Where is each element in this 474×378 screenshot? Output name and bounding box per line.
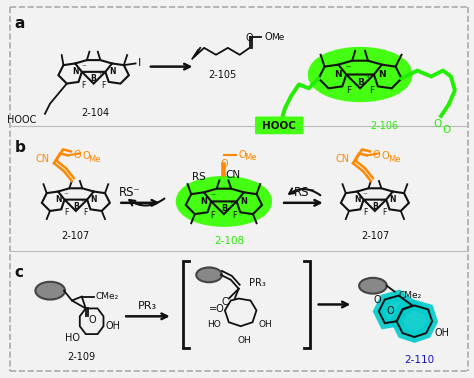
Ellipse shape: [182, 182, 265, 220]
Text: =O: =O: [209, 304, 225, 314]
Text: OH: OH: [238, 336, 252, 345]
Text: Me: Me: [388, 155, 400, 164]
Text: b: b: [15, 139, 26, 155]
Text: ⁻: ⁻: [210, 192, 216, 202]
Text: ⁻: ⁻: [363, 191, 367, 200]
Text: 2-107: 2-107: [361, 231, 389, 242]
Text: ⁺: ⁺: [81, 200, 84, 205]
Text: F: F: [346, 86, 351, 95]
Text: CN: CN: [36, 154, 50, 164]
Text: O: O: [373, 150, 381, 160]
Text: F: F: [210, 211, 215, 220]
Text: CMe₂: CMe₂: [399, 291, 422, 300]
Text: O: O: [220, 160, 228, 169]
Text: F: F: [363, 208, 367, 217]
Text: Me: Me: [271, 33, 285, 42]
Text: B: B: [221, 204, 227, 213]
Text: N: N: [354, 195, 360, 204]
FancyBboxPatch shape: [255, 116, 303, 134]
Text: ⁺: ⁺: [229, 202, 233, 208]
Text: F: F: [101, 81, 106, 90]
Text: O: O: [239, 150, 246, 160]
Text: CMe₂: CMe₂: [96, 292, 119, 301]
Text: 2-104: 2-104: [82, 108, 109, 118]
Text: a: a: [15, 16, 25, 31]
Text: N: N: [201, 197, 207, 206]
Text: I: I: [138, 59, 141, 68]
Text: C: C: [221, 296, 228, 307]
Text: Me: Me: [245, 153, 257, 162]
Polygon shape: [397, 305, 432, 337]
Polygon shape: [379, 296, 412, 323]
Text: F: F: [369, 86, 374, 95]
Text: N: N: [390, 195, 396, 204]
Text: B: B: [91, 74, 97, 83]
Text: ⁺: ⁺: [366, 74, 370, 83]
Text: N: N: [335, 70, 342, 79]
Text: HO: HO: [65, 333, 80, 343]
Text: 2-106: 2-106: [370, 121, 398, 131]
Text: RS⁻: RS⁻: [294, 186, 316, 200]
Text: 2-105: 2-105: [208, 70, 236, 80]
Text: F: F: [64, 208, 68, 217]
Text: N: N: [240, 197, 247, 206]
Text: F: F: [82, 81, 86, 90]
Ellipse shape: [36, 282, 65, 299]
Text: HOOC: HOOC: [262, 121, 296, 131]
Text: c: c: [15, 265, 24, 280]
Ellipse shape: [359, 278, 387, 294]
Text: OH: OH: [434, 328, 449, 338]
Text: N: N: [378, 70, 386, 79]
Text: 2-110: 2-110: [404, 355, 434, 365]
Text: HO: HO: [207, 320, 221, 329]
Text: HOOC: HOOC: [7, 115, 36, 125]
Text: N: N: [91, 195, 97, 204]
Text: F: F: [232, 211, 237, 220]
Text: OH: OH: [105, 321, 120, 331]
Text: O: O: [82, 151, 90, 161]
Text: RS: RS: [192, 172, 206, 182]
Text: F: F: [383, 208, 387, 217]
Text: N: N: [72, 67, 78, 76]
Text: O: O: [443, 125, 451, 135]
Text: O: O: [373, 294, 381, 305]
Text: ⁺: ⁺: [99, 73, 102, 78]
Text: N: N: [109, 67, 115, 76]
Text: ⁻: ⁻: [81, 63, 86, 72]
Text: O: O: [433, 119, 441, 129]
Text: F: F: [83, 208, 88, 217]
Text: ⁻: ⁻: [346, 65, 351, 74]
Text: PR₃: PR₃: [248, 278, 265, 288]
Text: Me: Me: [89, 155, 101, 164]
Text: RS⁻: RS⁻: [119, 186, 141, 200]
Text: B: B: [73, 201, 79, 211]
Text: PR₃: PR₃: [138, 301, 157, 311]
Text: ⁺: ⁺: [380, 200, 383, 205]
Text: O: O: [246, 33, 254, 43]
Ellipse shape: [315, 54, 405, 95]
Text: B: B: [356, 78, 364, 87]
Text: O: O: [74, 150, 82, 160]
Text: 2-108: 2-108: [214, 236, 244, 246]
Text: O: O: [382, 151, 389, 161]
Text: OH: OH: [258, 320, 272, 329]
Text: 2-107: 2-107: [62, 231, 90, 242]
Text: ⁻: ⁻: [64, 191, 69, 200]
Text: B: B: [372, 201, 378, 211]
Text: O: O: [89, 315, 96, 325]
Text: CN: CN: [226, 170, 241, 180]
Text: 2-109: 2-109: [68, 352, 96, 362]
Text: CN: CN: [335, 154, 349, 164]
Ellipse shape: [196, 268, 222, 282]
Text: O: O: [387, 307, 394, 316]
Text: N: N: [55, 195, 61, 204]
Text: O: O: [264, 32, 272, 42]
